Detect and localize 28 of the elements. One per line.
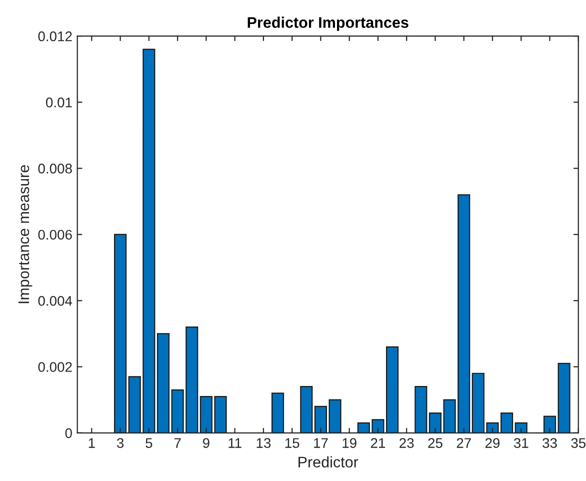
- x-tick-label: 35: [571, 438, 586, 448]
- x-tick-label: 11: [228, 438, 242, 448]
- x-tick-label: 31: [514, 438, 528, 448]
- x-axis-title: Predictor: [298, 456, 358, 468]
- chart-title: Predictor Importances: [248, 16, 408, 31]
- y-axis-title: Importance measure: [18, 165, 32, 304]
- x-tick-label: 15: [285, 438, 300, 448]
- x-tick-label: 25: [428, 438, 442, 448]
- y-tick-label: 0.004: [38, 296, 72, 306]
- x-tick-label: 5: [146, 438, 152, 448]
- y-tick-label: 0: [65, 428, 72, 438]
- x-tick-label: 3: [116, 438, 124, 448]
- y-tick-label: 0.002: [38, 362, 72, 372]
- x-tick-label: 23: [400, 438, 414, 448]
- x-tick-label: 9: [202, 438, 210, 448]
- x-tick-label: 7: [174, 438, 181, 448]
- x-tick-label: 17: [314, 438, 328, 448]
- x-tick-label: 1: [88, 438, 95, 448]
- y-tick-label: 0.008: [38, 164, 72, 174]
- x-tick-label: 13: [256, 438, 271, 448]
- x-tick-label: 27: [456, 438, 471, 448]
- y-tick-label: 0.006: [38, 230, 72, 240]
- x-tick-label: 33: [542, 438, 557, 448]
- x-tick-label: 29: [485, 438, 500, 448]
- y-tick-label: 0.01: [46, 98, 72, 108]
- y-tick-label: 0.012: [38, 31, 72, 42]
- x-tick-label: 21: [370, 438, 386, 448]
- x-tick-label: 19: [342, 438, 356, 448]
